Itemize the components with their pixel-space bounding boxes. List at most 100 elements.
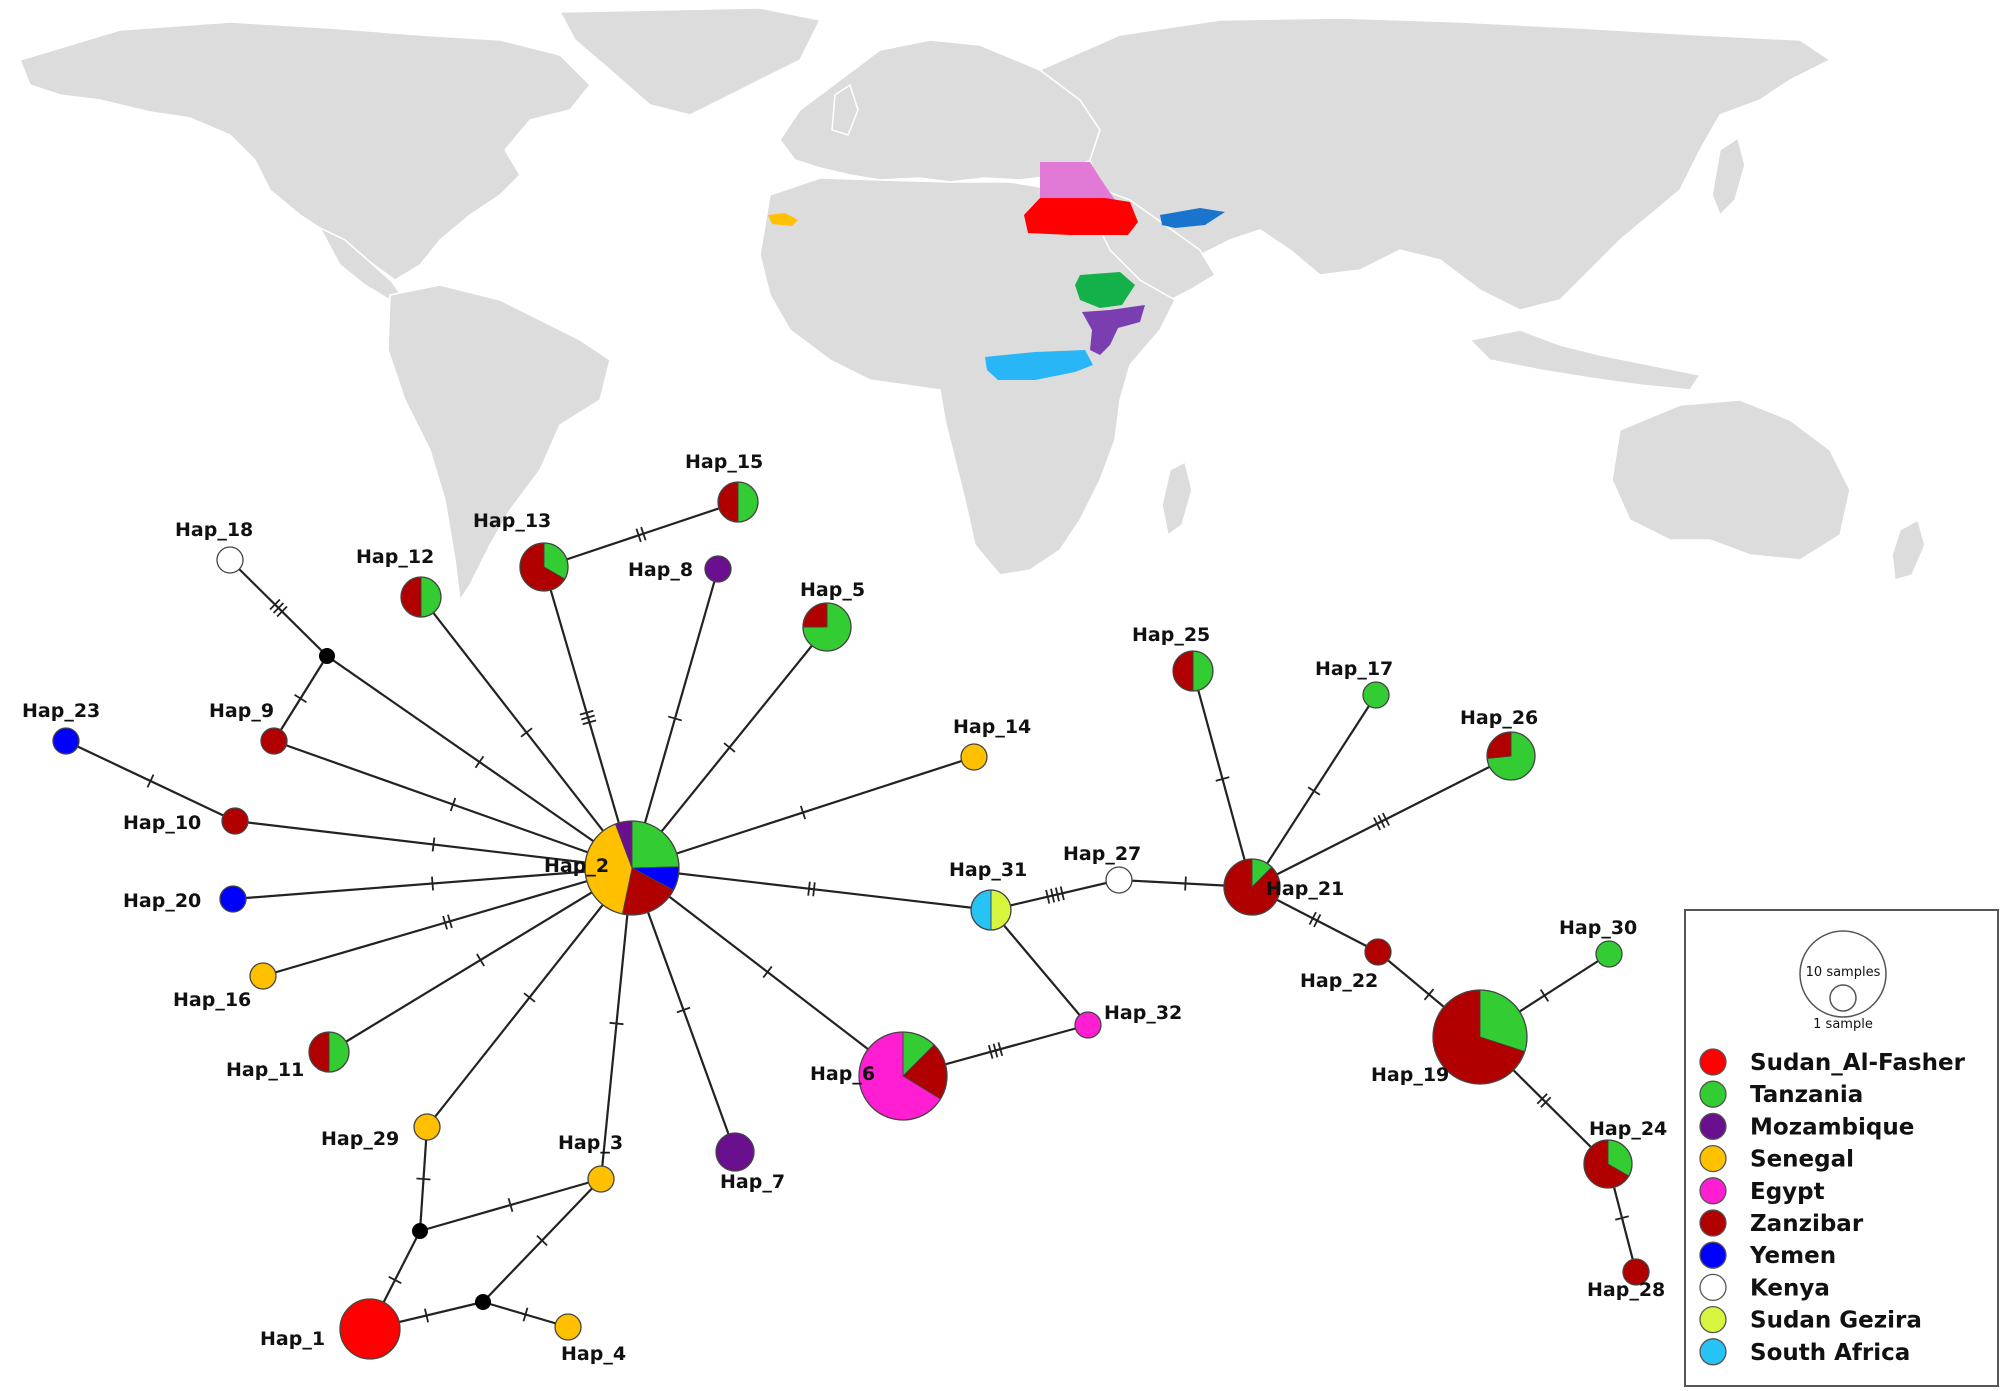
haplotype-label-hap-4: Hap_4: [561, 1343, 626, 1365]
haplotype-node-hap-31: [970, 889, 1012, 931]
pie-slice-zanzibar: [1486, 731, 1512, 759]
haplotype-label-hap-32: Hap_32: [1104, 1002, 1182, 1024]
haplotype-label-hap-9: Hap_9: [209, 700, 274, 722]
mutation-tick: [997, 1042, 1004, 1057]
haplotype-label-hap-7: Hap_7: [720, 1171, 785, 1193]
edge-hap_2-hap_31: [631, 866, 992, 912]
edge-hap_2-hap_16: [262, 866, 633, 978]
haplotype-node-hap-18: [216, 546, 244, 574]
landmass-uk: [831, 83, 859, 136]
mutation-tick: [520, 727, 533, 738]
haplotype-label-hap-11: Hap_11: [226, 1059, 304, 1081]
pie-slice-zanzibar: [1172, 650, 1194, 692]
legend-label-sudan_al_fasher: Sudan_Al-Fasher: [1750, 1050, 1966, 1076]
haplotype-label-hap-26: Hap_26: [1460, 707, 1538, 729]
landmass-north-america: [18, 21, 592, 281]
edge-hap_31-hap_32: [990, 909, 1089, 1026]
pie-slice-mozambique: [704, 555, 732, 583]
legend-label-tanzania: Tanzania: [1750, 1082, 1863, 1108]
haplotype-node-hap-2: [584, 820, 680, 916]
haplotype-node-hap-26: [1486, 731, 1536, 781]
haplotype-node-hap-24: [1583, 1139, 1633, 1189]
haplotype-node-hap-22: [1364, 938, 1392, 966]
pie-slice-zanzibar: [1622, 1258, 1650, 1286]
legend-size-large-label: 10 samples: [1806, 965, 1881, 980]
region-south-africa: [985, 350, 1093, 380]
mutation-ticks: [146, 526, 1630, 1323]
haplotype-label-hap-30: Hap_30: [1559, 917, 1637, 939]
legend-size-large-circle: [1799, 930, 1887, 1018]
pie-slice-tanzania: [737, 481, 759, 523]
haplotype-node-hap-15: [717, 481, 759, 523]
pie-slice-yemen: [219, 885, 247, 913]
mutation-tick: [507, 1198, 514, 1212]
legend-label-kenya: Kenya: [1750, 1275, 1830, 1301]
haplotype-node-hap-20: [219, 885, 247, 913]
pie-slice-tanzania: [1362, 681, 1390, 709]
mutation-tick: [1054, 887, 1060, 902]
mutation-tick: [1539, 989, 1550, 1002]
haplotype-node-hap-14: [960, 743, 988, 771]
node-outline: [717, 481, 759, 523]
node-outline: [1486, 731, 1536, 781]
mutation-tick: [146, 774, 155, 788]
haplotype-label-hap-5: Hap_5: [800, 579, 865, 601]
mutation-tick: [1423, 988, 1435, 1001]
haplotype-label-hap-8: Hap_8: [628, 559, 693, 581]
haplotype-labels: Hap_1 Hap_2 Hap_3 Hap_4 Hap_5 Hap_6 Hap_7 Hap_8…: [22, 451, 1667, 1365]
haplotype-label-hap-13: Hap_13: [473, 510, 551, 532]
mutation-tick: [668, 715, 682, 722]
mutation-tick: [388, 1276, 402, 1284]
haplotype-node-hap-32: [1074, 1011, 1102, 1039]
haplotype-node-hap-12: [400, 576, 442, 618]
landmass-europe: [779, 39, 1101, 183]
mutation-tick: [276, 605, 288, 618]
pie-slice-sudan_gezira: [990, 889, 1012, 931]
haplotype-node-hap-11: [308, 1031, 350, 1073]
world-map: [18, 7, 1926, 603]
mutation-tick: [1381, 812, 1390, 826]
mutation-tick: [1614, 1215, 1630, 1221]
pie-slice-tanzania: [1192, 650, 1214, 692]
mutation-tick: [1308, 911, 1317, 925]
pie-slice-zanzibar: [260, 727, 288, 755]
haplotype-label-hap-28: Hap_28: [1587, 1279, 1665, 1301]
haplotype-node-hap-23: [52, 727, 80, 755]
landmass-madagascar: [1161, 460, 1193, 537]
legend-label-sudan_gezira: Sudan Gezira: [1750, 1308, 1922, 1334]
node-outline: [1432, 989, 1528, 1085]
legend-swatch-south_africa: [1699, 1338, 1727, 1366]
pie-slice-tanzania: [631, 820, 680, 869]
mutation-tick: [581, 714, 595, 721]
median-vector-mv1: [319, 648, 335, 664]
pie-slice-egypt: [1074, 1011, 1102, 1039]
haplotype-node-hap-5: [802, 602, 852, 652]
mutation-tick: [992, 1043, 999, 1058]
haplotype-node-hap-8: [704, 555, 732, 583]
haplotype-node-hap-1: [339, 1298, 401, 1360]
pie-slice-senegal: [960, 743, 988, 771]
pie-slice-tanzania: [328, 1031, 350, 1073]
pie-slice-sudan_al_fasher: [339, 1298, 401, 1360]
haplotype-node-hap-13: [519, 542, 569, 592]
legend-swatch-mozambique: [1699, 1112, 1727, 1141]
mutation-tick: [1536, 1093, 1548, 1105]
mutation-tick: [449, 797, 457, 812]
pie-slice-south_africa: [970, 889, 992, 931]
pie-slice-senegal: [413, 1113, 441, 1141]
pie-slice-zanzibar: [1364, 938, 1392, 966]
pie-slice-zanzibar: [400, 576, 422, 618]
pie-slice-zanzibar: [717, 481, 739, 523]
haplotype-label-hap-25: Hap_25: [1132, 624, 1210, 646]
mutation-tick: [431, 837, 436, 852]
legend-entries: Sudan_Al-Fasher Tanzania Mozambique Senegal…: [1699, 1048, 1966, 1366]
legend: 10 samples 1 sample Sudan_Al-Fasher Tanza…: [1684, 909, 1999, 1387]
haplotype-label-hap-21: Hap_21: [1266, 878, 1344, 900]
haplotype-label-hap-23: Hap_23: [22, 700, 100, 722]
mutation-tick: [1313, 914, 1322, 928]
region-mozambique: [1082, 305, 1145, 355]
edge-hap_13-hap_15: [543, 500, 739, 569]
haplotype-node-hap-19: [1432, 989, 1528, 1085]
region-egypt: [1040, 162, 1115, 200]
